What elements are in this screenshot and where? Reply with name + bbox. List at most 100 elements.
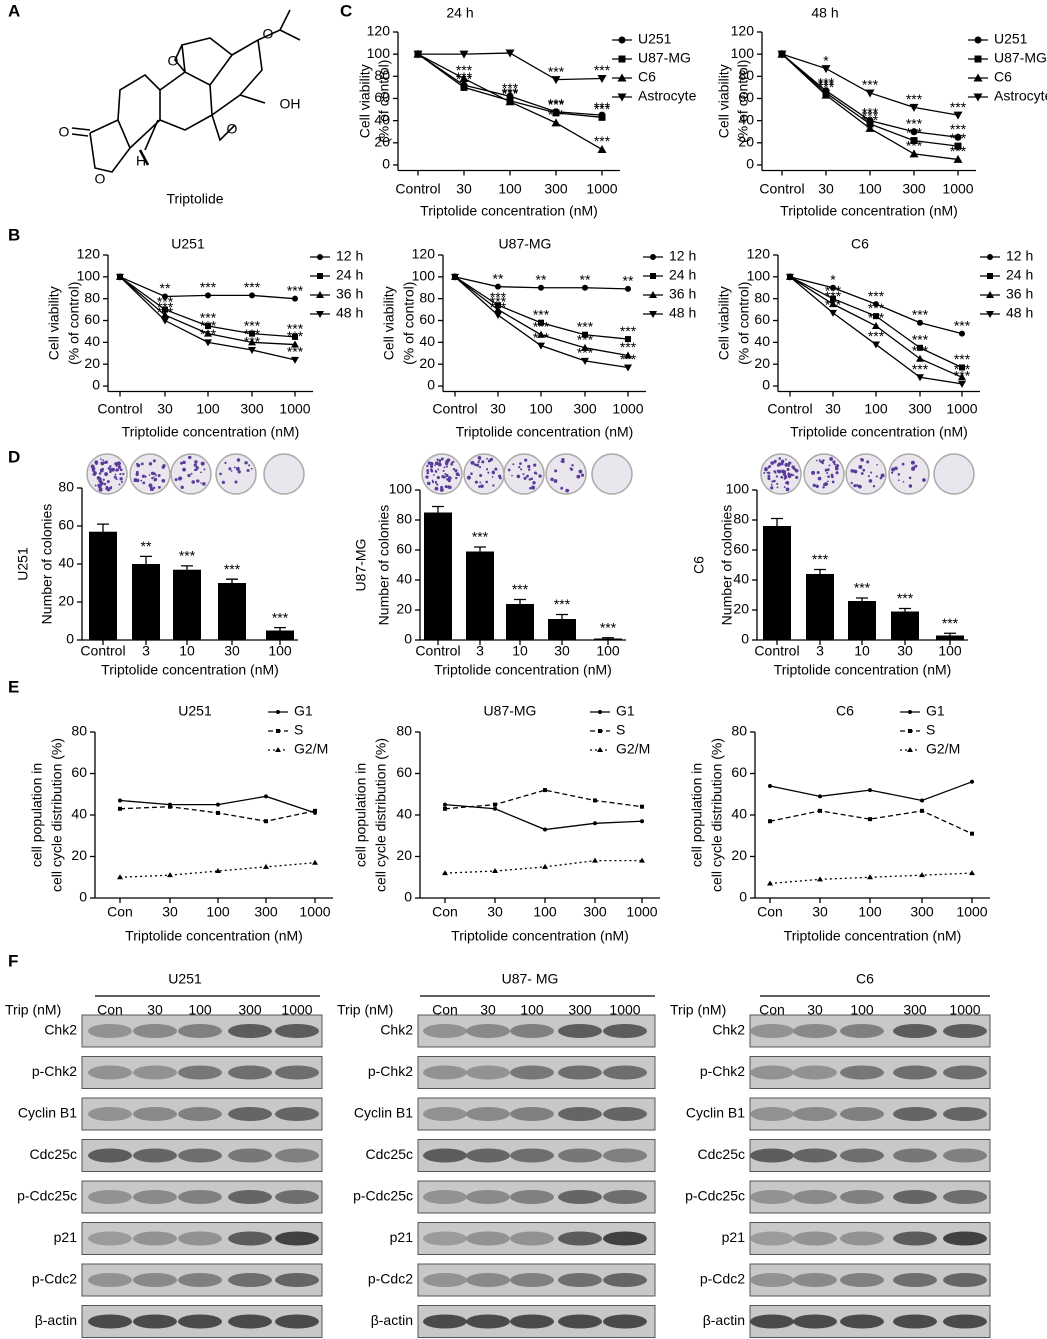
blot-band [893,1231,937,1246]
blot-band [423,1190,467,1204]
marker [953,111,963,120]
significance: *** [456,62,473,78]
marker [493,806,497,811]
legend-label: S [294,722,303,738]
colony [824,482,828,486]
colony [897,473,901,476]
blot-band [423,1148,467,1163]
row-label: p-Cdc25c [17,1188,77,1204]
y-tick-label: 120 [367,23,391,39]
significance: *** [287,344,304,360]
x-tick-label: 100 [938,643,962,659]
colony [436,476,440,480]
blot-band [275,1190,319,1204]
marker [443,802,447,807]
marker [821,90,831,99]
colony [829,457,833,461]
colony [835,471,839,475]
x-tick-label: 10 [854,643,870,659]
marker [617,93,627,102]
blot-header: Trip (nM) [337,1002,393,1018]
colony [491,470,496,475]
marker [640,819,644,824]
colony [786,482,789,485]
marker [919,872,925,878]
significance: ** [580,271,591,287]
x-axis-label: Triptolide concentration (nM) [456,424,634,440]
significance: *** [287,328,304,344]
colony [190,472,193,475]
significance: *** [157,299,174,315]
bar [891,611,919,640]
x-tick-label: 1000 [946,401,977,417]
blot-band [88,1148,132,1163]
x-axis-label: Triptolide concentration (nM) [774,662,952,678]
marker [767,880,773,886]
lane-label: 100 [520,1002,544,1018]
panel-letter: B [8,225,20,244]
significance: *** [548,63,565,79]
error-bar [556,613,568,619]
colony [195,466,199,470]
marker [292,333,298,340]
y-tick-label: 80 [58,479,74,495]
bar [594,638,622,640]
colony-dish [933,453,975,495]
colony [822,486,825,489]
colony [117,469,120,472]
x-tick-label: 30 [224,643,240,659]
legend-label: 24 h [1006,267,1033,283]
marker [818,808,822,813]
y-axis-label: (% of control) [376,60,392,143]
row-label: Cyclin B1 [686,1105,745,1121]
colony [554,469,558,473]
significance: *** [200,310,217,326]
colony [901,462,905,466]
row-label: p-Cdc2 [368,1271,413,1287]
chart-title: U87-MG [484,703,537,719]
blot-band [88,1314,132,1329]
lane-label: 300 [903,1002,927,1018]
y-tick-label: 20 [71,847,87,863]
colony [812,483,816,487]
colony [436,458,439,461]
blot-band [603,1065,647,1080]
x-tick-label: 30 [162,904,178,920]
error-bar [432,505,444,513]
colony [768,465,772,468]
marker [204,339,212,347]
blot-band [133,1148,177,1163]
marker [216,802,220,807]
lane-label: 1000 [609,1002,640,1018]
colony [102,478,105,481]
marker [910,137,918,145]
legend-label: 36 h [336,286,363,302]
colony [519,462,522,465]
blot-band [466,1314,510,1329]
y-tick-label: 0 [741,631,749,647]
colony [553,479,558,483]
colony [445,459,449,464]
marker [777,50,787,59]
marker [505,97,515,106]
row-label: β-actin [35,1312,77,1328]
colony [815,484,819,488]
y-tick-label: 20 [754,355,770,371]
y-tick-label: 20 [396,601,412,617]
marker [639,857,645,863]
atom-label: O [168,53,179,69]
colony [93,467,96,470]
blot-band [466,1065,510,1080]
colony [491,476,494,478]
colony-dish [888,453,930,495]
error-bar [856,597,868,601]
blot-band [943,1314,987,1329]
colony [230,470,233,472]
marker [291,340,299,348]
blot-band [178,1314,222,1329]
y-tick-label: 0 [746,156,754,172]
marker [872,321,880,329]
lane-label: 300 [238,1002,262,1018]
row-label: Cdc25c [30,1146,77,1162]
colony [144,475,147,478]
